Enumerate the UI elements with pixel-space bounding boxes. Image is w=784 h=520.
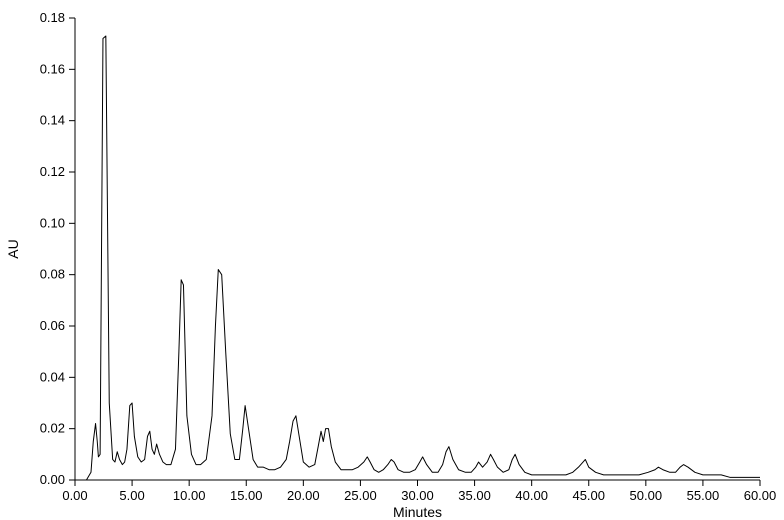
ytick-label: 0.08 <box>40 267 65 282</box>
ytick-label: 0.16 <box>40 61 65 76</box>
y-axis-label: AU <box>5 239 21 258</box>
xtick-label: 55.00 <box>687 488 720 503</box>
chromatogram-chart: 0.00 0.02 0.04 0.06 0.08 0.10 0.12 0.14 0.16 0.18… <box>0 0 784 520</box>
xtick-label: 50.00 <box>630 488 663 503</box>
ytick-label: 0.10 <box>40 215 65 230</box>
xtick-label: 25.00 <box>344 488 377 503</box>
xtick-label: 0.00 <box>62 488 87 503</box>
xtick-label: 20.00 <box>287 488 320 503</box>
ytick-label: 0.02 <box>40 421 65 436</box>
xtick-label: 40.00 <box>515 488 548 503</box>
xtick-label: 30.00 <box>401 488 434 503</box>
xtick-label: 60.00 <box>744 488 777 503</box>
ytick-label: 0.00 <box>40 472 65 487</box>
ytick-label: 0.18 <box>40 10 65 25</box>
ytick-label: 0.04 <box>40 369 65 384</box>
chart-svg: 0.00 0.02 0.04 0.06 0.08 0.10 0.12 0.14 0.16 0.18… <box>0 0 784 520</box>
xtick-label: 15.00 <box>230 488 263 503</box>
xtick-label: 5.00 <box>119 488 144 503</box>
ytick-label: 0.14 <box>40 113 65 128</box>
xtick-label: 10.00 <box>173 488 206 503</box>
xtick-label: 35.00 <box>458 488 491 503</box>
ytick-label: 0.06 <box>40 318 65 333</box>
xtick-label: 45.00 <box>572 488 605 503</box>
x-axis-label: Minutes <box>393 504 442 520</box>
ytick-label: 0.12 <box>40 164 65 179</box>
